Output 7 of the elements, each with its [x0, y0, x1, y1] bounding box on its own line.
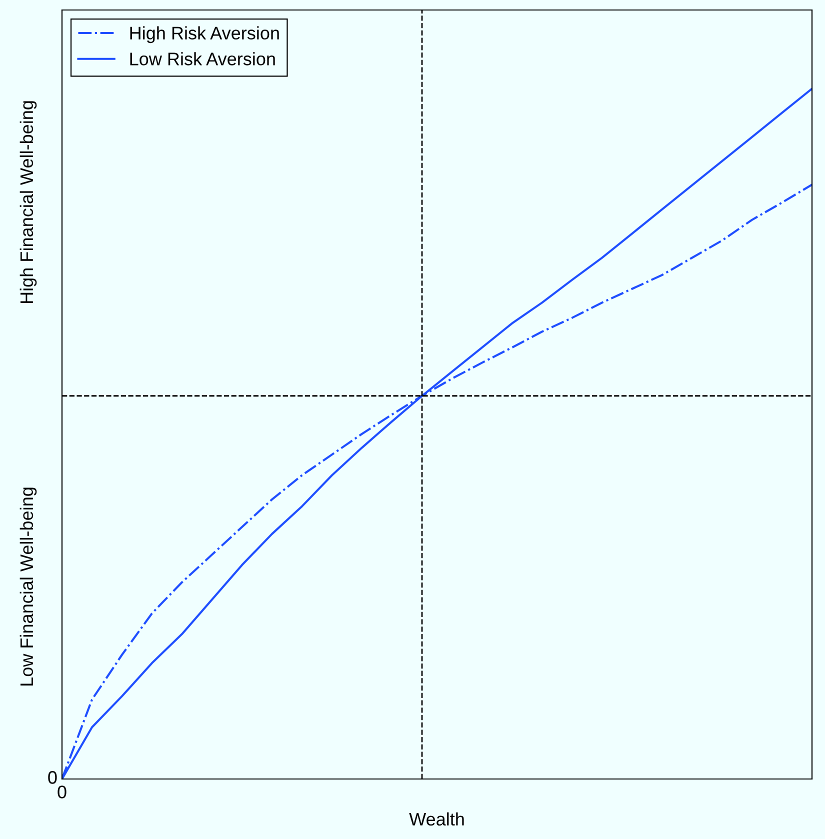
text: High Financial Well-being — [20, 101, 37, 303]
legend-label: High Risk Aversion — [130, 26, 279, 44]
text: 0 — [58, 786, 66, 798]
text: Low Financial Well-being — [20, 488, 37, 686]
text: 0 — [48, 771, 57, 784]
legend-label: Low Risk Aversion — [130, 52, 275, 66]
x-axis-title: Wealth — [409, 812, 464, 826]
